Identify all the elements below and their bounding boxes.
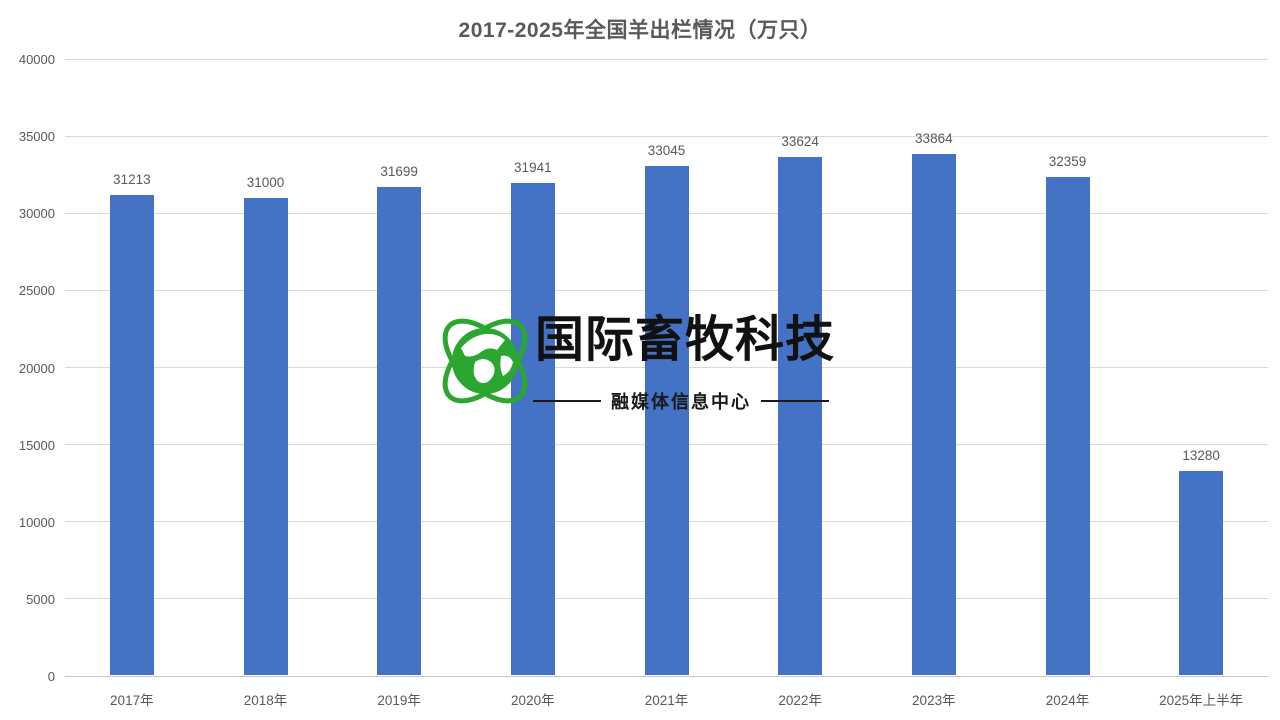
x-axis-tick-label: 2018年 xyxy=(243,693,288,708)
bar xyxy=(377,187,422,675)
bar xyxy=(1179,471,1224,675)
bar xyxy=(243,197,288,675)
y-axis-tick-label: 40000 xyxy=(18,52,55,67)
gridline xyxy=(65,135,1268,137)
gridline xyxy=(65,58,1268,60)
bar xyxy=(1045,176,1090,675)
bar xyxy=(778,157,823,675)
y-axis-tick-label: 30000 xyxy=(18,206,55,222)
bar-value-label: 33864 xyxy=(915,130,953,146)
bar-value-label: 31213 xyxy=(113,171,151,187)
y-axis-tick-label: 35000 xyxy=(18,129,55,145)
x-axis-line xyxy=(65,675,1268,677)
x-axis-tick-label: 2019年 xyxy=(377,693,421,708)
bar-value-label: 33624 xyxy=(781,134,819,150)
chart-title: 2017-2025年全国羊出栏情况（万只） xyxy=(458,19,822,42)
x-axis-tick-label: 2024年 xyxy=(1045,693,1090,708)
x-axis-tick-label: 2021年 xyxy=(644,693,689,708)
y-axis-tick-label: 5000 xyxy=(26,591,55,607)
x-axis-tick-label: 2020年 xyxy=(511,693,555,708)
y-axis-tick-label: 25000 xyxy=(18,283,55,299)
y-axis-tick-label: 20000 xyxy=(18,360,55,376)
x-axis-tick-label: 2017年 xyxy=(110,693,154,708)
bar xyxy=(510,183,555,675)
bar-value-label: 31699 xyxy=(380,164,418,180)
x-axis-tick-label: 2025年上半年 xyxy=(1159,693,1244,708)
bar xyxy=(911,153,956,675)
bar-value-label: 31941 xyxy=(514,160,552,176)
y-axis-tick-label: 10000 xyxy=(18,514,55,530)
x-axis-tick-label: 2023年 xyxy=(912,693,956,708)
x-axis-tick-label: 2022年 xyxy=(778,693,822,708)
y-axis-tick-label: 0 xyxy=(47,669,55,684)
bar xyxy=(644,166,689,675)
bar-value-label: 32359 xyxy=(1048,153,1087,169)
y-axis-tick-label: 15000 xyxy=(18,437,55,453)
bar-value-label: 13280 xyxy=(1182,448,1220,464)
bar-value-label: 31000 xyxy=(246,174,285,190)
bar-value-label: 33045 xyxy=(647,143,686,159)
bar xyxy=(109,194,154,675)
